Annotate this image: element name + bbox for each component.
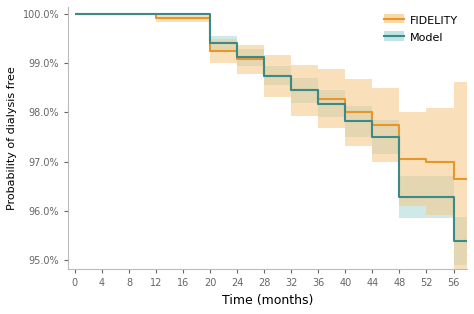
X-axis label: Time (months): Time (months) [222,294,313,307]
Legend: FIDELITY, Model: FIDELITY, Model [381,13,462,47]
Y-axis label: Probability of dialysis free: Probability of dialysis free [7,66,17,210]
